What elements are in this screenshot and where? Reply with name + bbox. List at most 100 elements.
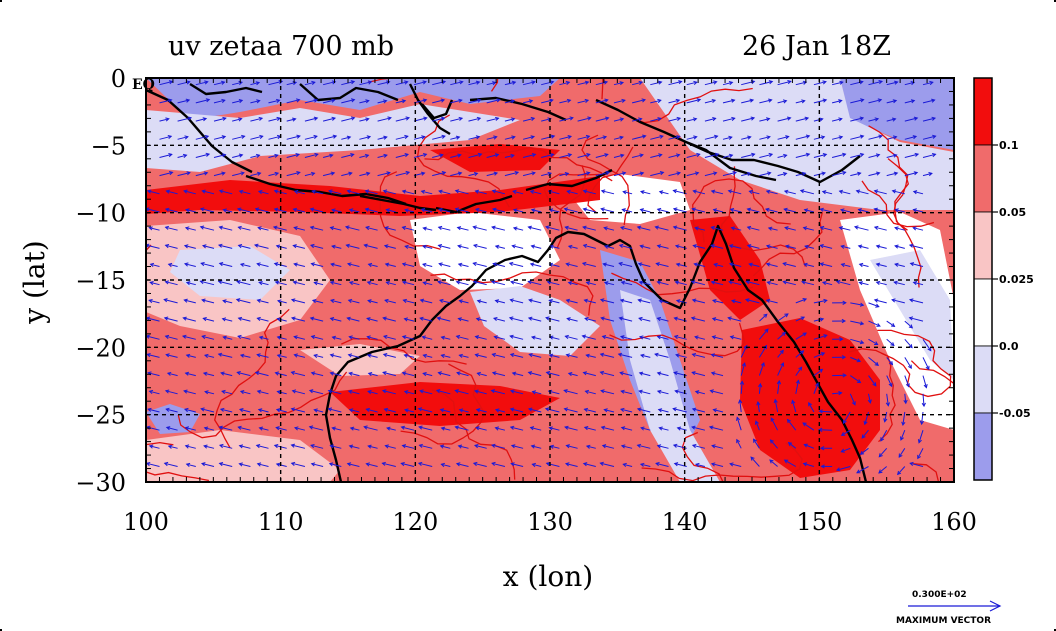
wind-vector	[657, 336, 669, 340]
wind-vector-head	[218, 189, 224, 194]
wind-vector	[601, 208, 615, 213]
wind-vector-head	[839, 208, 845, 213]
wind-vector-head	[383, 153, 388, 158]
wind-vector-head	[600, 207, 605, 212]
wind-vector-head	[674, 389, 679, 394]
wind-vector-head	[310, 444, 315, 449]
wind-vector-head	[769, 459, 774, 464]
wind-vector-head	[184, 444, 190, 449]
wind-vector-head	[729, 462, 734, 467]
wind-vector	[491, 226, 506, 231]
wind-vector-head	[274, 153, 279, 158]
wind-vector-head	[313, 98, 319, 103]
wind-vector	[868, 393, 871, 404]
wind-vector	[650, 81, 662, 86]
wind-vector	[413, 81, 427, 86]
wind-vector	[510, 281, 524, 286]
wind-vector	[745, 299, 760, 304]
wind-vector-head	[776, 379, 782, 385]
wind-vector-head	[694, 226, 699, 231]
wind-vector	[766, 263, 778, 267]
wind-vector	[655, 226, 669, 231]
wind-vector-head	[619, 117, 625, 122]
wind-vector	[568, 245, 578, 249]
wind-vector	[913, 209, 924, 213]
wind-vector	[257, 390, 269, 395]
wind-vector	[787, 419, 797, 431]
wind-vector	[367, 390, 378, 395]
wind-vector-head	[183, 298, 188, 303]
wind-vector-head	[441, 80, 447, 85]
wind-vector	[504, 118, 515, 122]
wind-vector	[541, 172, 552, 177]
wind-vector	[402, 263, 415, 267]
wind-vector-head	[563, 407, 569, 412]
wind-vector	[165, 226, 178, 231]
wind-vector-head	[345, 243, 350, 248]
wind-vector	[250, 117, 263, 122]
wind-vector	[240, 354, 251, 358]
wind-vector	[438, 372, 451, 377]
wind-vector-head	[892, 135, 898, 140]
wind-vector	[777, 380, 780, 394]
wind-vector	[559, 99, 571, 104]
wind-vector-head	[527, 371, 533, 376]
wind-vector	[432, 135, 446, 140]
wind-vector	[203, 372, 215, 377]
wind-vector-head	[874, 341, 879, 345]
wind-vector-head	[894, 80, 899, 85]
wind-vector-head	[382, 189, 388, 194]
wind-vector-head	[780, 362, 785, 367]
wind-vector	[450, 117, 463, 122]
wind-vector-head	[238, 444, 244, 449]
wind-vector-head	[293, 335, 298, 340]
wind-vector	[813, 352, 825, 358]
x-tick-label: 160	[931, 508, 977, 536]
wind-vector-head	[802, 332, 807, 337]
wind-vector	[232, 99, 243, 104]
wind-vector-head	[931, 98, 936, 103]
wind-vector-head	[600, 189, 606, 194]
wind-vector-head	[621, 98, 626, 103]
wind-vector-head	[657, 98, 662, 104]
wind-vector	[545, 317, 560, 322]
wind-vector	[759, 172, 771, 177]
wind-vector	[294, 227, 306, 231]
wind-vector-head	[875, 280, 881, 285]
wind-vector	[886, 81, 898, 86]
wind-vector-head	[639, 353, 645, 358]
wind-vector	[904, 338, 913, 348]
wind-vector-head	[603, 226, 608, 231]
wind-vector-head	[530, 135, 536, 140]
wind-vector-head	[550, 134, 556, 139]
wind-vector-head	[148, 226, 153, 231]
wind-vector	[868, 118, 879, 122]
wind-vector	[619, 244, 633, 249]
wind-vector-head	[819, 446, 825, 451]
wind-vector	[404, 318, 415, 322]
wind-vector-head	[803, 262, 808, 267]
wind-vector	[673, 226, 687, 231]
equator-label: EQ	[132, 77, 155, 93]
y-tick-label: −20	[75, 334, 126, 362]
wind-vector	[457, 245, 469, 249]
wind-vector-head	[620, 153, 625, 158]
wind-vector	[276, 427, 287, 431]
wind-vector	[322, 99, 335, 104]
wind-vector-head	[601, 444, 607, 449]
wind-vector	[455, 390, 469, 395]
wind-vector-head	[673, 334, 679, 340]
wind-vector-head	[773, 398, 778, 404]
wind-vector	[640, 463, 651, 467]
wind-vector	[868, 172, 880, 177]
wind-vector	[613, 136, 624, 140]
wind-vector	[922, 339, 932, 351]
wind-vector	[257, 317, 269, 322]
wind-vector	[695, 227, 706, 231]
wind-vector	[255, 208, 269, 213]
wind-vector	[341, 172, 352, 177]
wind-vector-head	[799, 350, 805, 355]
wind-vector	[311, 372, 324, 377]
wind-vector	[777, 117, 791, 122]
wind-vector-head	[220, 371, 225, 376]
